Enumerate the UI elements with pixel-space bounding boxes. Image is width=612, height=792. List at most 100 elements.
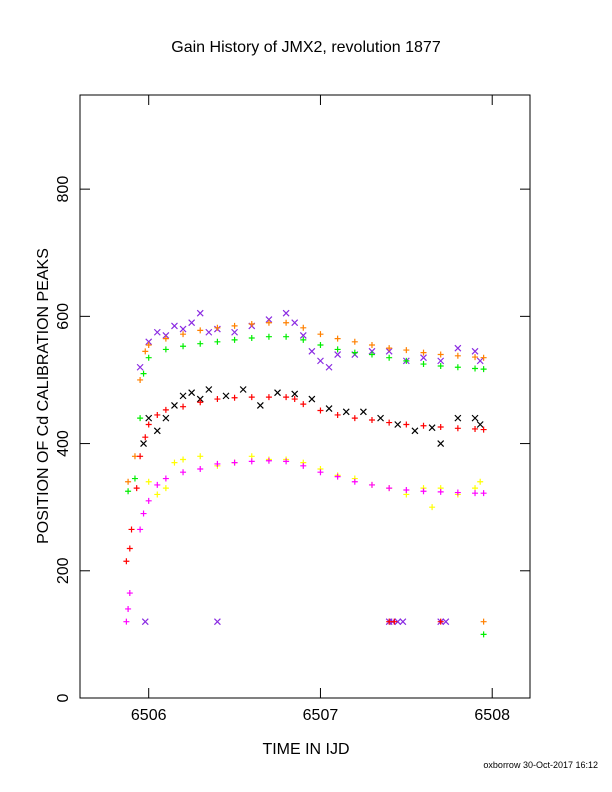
point	[386, 419, 393, 426]
point	[377, 414, 384, 422]
point	[256, 401, 264, 409]
point	[399, 618, 407, 626]
point	[137, 526, 144, 533]
point	[126, 590, 133, 597]
point	[403, 421, 410, 428]
point	[454, 425, 461, 432]
point	[197, 399, 204, 406]
point	[125, 605, 132, 612]
point	[472, 354, 479, 361]
point	[420, 354, 427, 362]
point	[126, 545, 133, 552]
point	[123, 558, 130, 565]
point	[300, 324, 307, 331]
point	[317, 331, 324, 338]
x-tick-label: 6508	[474, 707, 510, 724]
point	[222, 392, 230, 400]
point	[437, 357, 445, 365]
point	[283, 394, 290, 401]
point	[480, 618, 487, 625]
point	[454, 344, 462, 352]
plot-frame	[79, 94, 531, 699]
x-axis-label: TIME IN IJD	[262, 741, 349, 758]
point	[265, 394, 272, 401]
x-tick-label: 6507	[303, 707, 339, 724]
point	[480, 366, 487, 373]
point	[283, 458, 290, 465]
point	[140, 440, 147, 447]
point	[125, 478, 132, 485]
point	[480, 426, 487, 433]
point	[351, 478, 358, 485]
point	[231, 459, 238, 466]
point	[197, 466, 204, 473]
point	[214, 324, 221, 331]
point	[480, 490, 487, 497]
point	[283, 333, 290, 340]
point	[145, 341, 152, 348]
point	[386, 354, 393, 361]
point	[394, 618, 402, 626]
point	[265, 333, 272, 340]
point	[145, 421, 152, 428]
point	[214, 460, 221, 467]
point	[145, 414, 153, 422]
point	[386, 345, 393, 352]
point	[137, 376, 144, 383]
point	[188, 319, 196, 327]
point	[205, 386, 213, 393]
point	[386, 485, 393, 492]
point	[133, 485, 140, 492]
point	[342, 408, 350, 416]
point	[429, 504, 436, 511]
point	[472, 485, 479, 492]
point	[248, 320, 255, 327]
point	[137, 453, 144, 460]
point	[420, 349, 427, 356]
point	[145, 478, 152, 485]
point	[428, 424, 436, 432]
point	[351, 349, 358, 356]
point	[137, 415, 144, 422]
point	[334, 473, 341, 480]
y-tick-label: 400	[55, 430, 72, 457]
point	[162, 332, 170, 339]
point	[153, 427, 161, 435]
point	[476, 421, 484, 428]
point	[197, 340, 204, 347]
point	[248, 458, 255, 465]
point	[180, 343, 187, 350]
point	[308, 395, 316, 403]
point	[282, 309, 290, 317]
point	[454, 364, 461, 371]
point	[368, 351, 375, 358]
point	[154, 411, 161, 418]
point	[437, 351, 444, 358]
point	[299, 332, 307, 339]
point	[162, 475, 169, 482]
y-tick-label: 600	[55, 303, 72, 330]
point	[180, 469, 187, 476]
point	[162, 346, 169, 353]
point	[213, 618, 221, 626]
point	[403, 487, 410, 494]
point	[154, 491, 161, 498]
point	[394, 421, 402, 428]
point	[391, 618, 398, 625]
point	[274, 389, 281, 397]
point	[153, 328, 161, 336]
point	[437, 618, 444, 625]
point	[142, 348, 149, 355]
point	[437, 424, 444, 431]
point	[442, 618, 450, 626]
point	[291, 390, 299, 398]
point	[437, 440, 445, 447]
point	[325, 405, 333, 413]
point	[476, 357, 484, 365]
point	[131, 475, 138, 482]
point	[480, 631, 487, 638]
point	[472, 425, 479, 432]
point	[265, 457, 272, 464]
